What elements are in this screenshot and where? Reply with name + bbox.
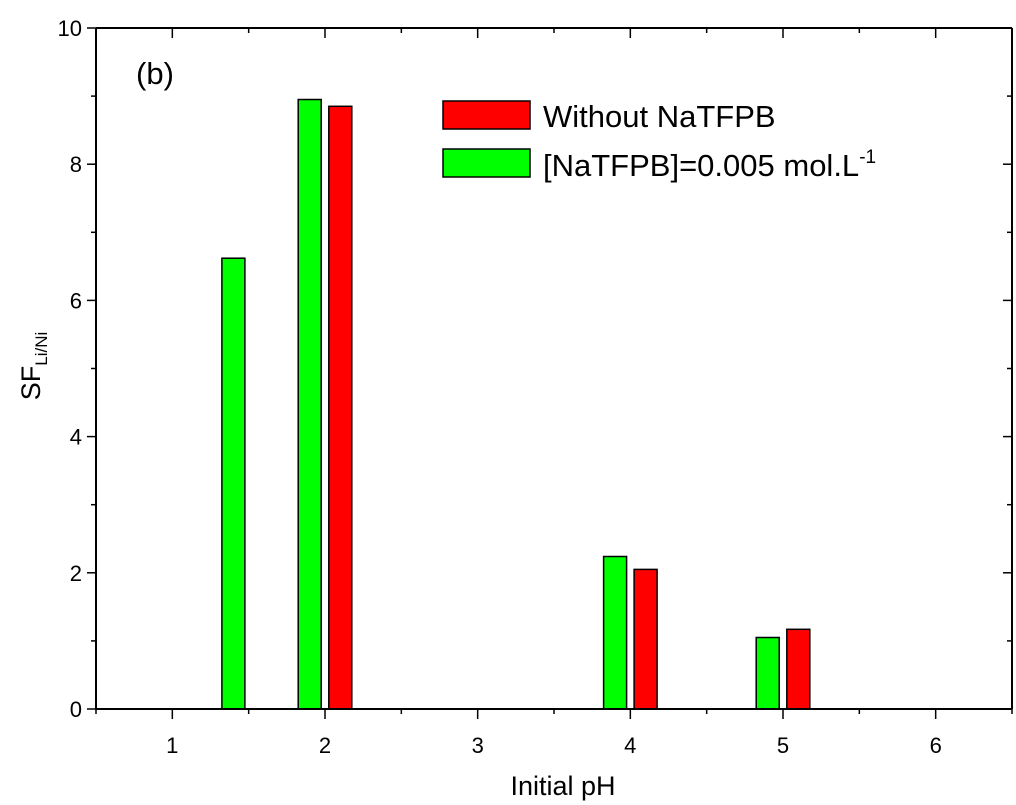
- y-tick-label-8: 8: [70, 152, 82, 177]
- x-tick-label-4: 4: [624, 733, 636, 758]
- y-axis-title: SFLi/Ni: [16, 332, 51, 401]
- ticks-group: 1 2 3 4 5 6 0 2 4 6 8 10: [58, 16, 1013, 758]
- bar-series-1-point-2: [602, 555, 628, 710]
- bar-series-0-point-0: [328, 105, 353, 710]
- x-tick-label-6: 6: [930, 733, 942, 758]
- y-axis-title-subscript: Li/Ni: [32, 332, 51, 366]
- y-tick-label-2: 2: [70, 561, 82, 586]
- y-tick-label-10: 10: [58, 16, 82, 41]
- legend-label-natfpb-superscript: -1: [859, 147, 876, 168]
- x-tick-label-1: 1: [166, 733, 178, 758]
- bar-series-1-point-1: [297, 98, 322, 710]
- bar-series-0-point-1: [633, 568, 658, 710]
- bar-series-1-point-0: [221, 257, 246, 710]
- y-tick-label-0: 0: [70, 697, 82, 722]
- y-tick-label-4: 4: [70, 425, 82, 450]
- legend-label-without-natfpb: Without NaTFPB: [543, 99, 776, 134]
- x-tick-label-5: 5: [777, 733, 789, 758]
- x-tick-label-2: 2: [319, 733, 331, 758]
- bar-series-0-point-2: [786, 628, 811, 710]
- legend-label-natfpb-main: [NaTFPB]=0.005 mol.L: [543, 148, 859, 183]
- legend: Without NaTFPB [NaTFPB]=0.005 mol.L-1: [442, 99, 876, 183]
- x-axis-title: Initial pH: [510, 771, 615, 801]
- bars-group: [221, 98, 811, 710]
- legend-label-natfpb-0005: [NaTFPB]=0.005 mol.L-1: [543, 147, 876, 183]
- panel-label: (b): [136, 56, 174, 91]
- y-axis-title-main: SF: [16, 366, 46, 401]
- legend-swatch-natfpb-0005: [442, 148, 531, 178]
- x-tick-label-3: 3: [472, 733, 484, 758]
- y-tick-label-6: 6: [70, 288, 82, 313]
- legend-swatch-without-natfpb: [442, 100, 531, 130]
- bar-series-1-point-3: [755, 636, 780, 710]
